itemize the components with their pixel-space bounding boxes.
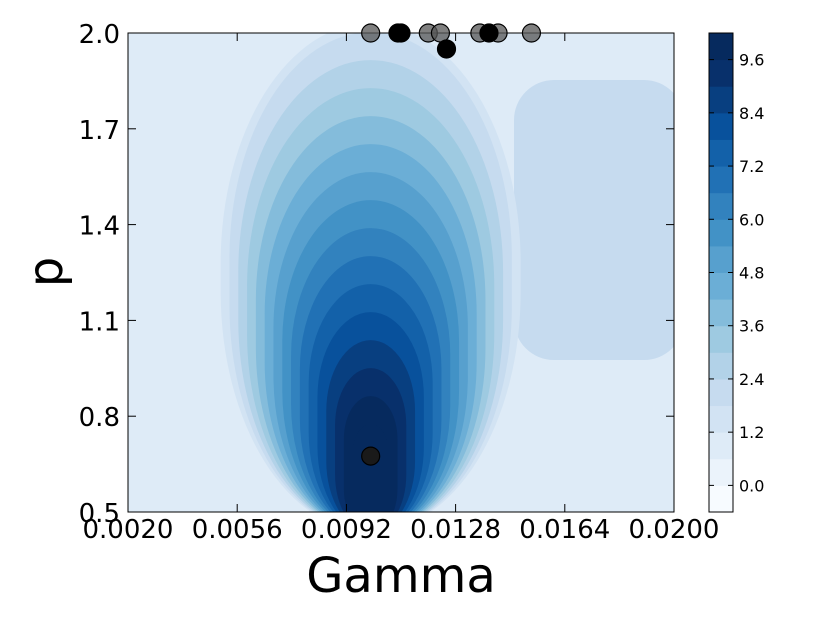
colorbar-segment (709, 272, 733, 300)
colorbar-segment (709, 325, 733, 353)
colorbar-segment (709, 432, 733, 460)
colorbar-segment (709, 139, 733, 167)
data-point (436, 39, 457, 59)
data-point (361, 446, 381, 466)
x-tick-label: 0.0020 (83, 515, 174, 545)
data-point (479, 23, 499, 43)
contour-level (514, 80, 674, 360)
colorbar-segment (709, 352, 733, 380)
y-tick-label: 1.1 (79, 307, 120, 337)
colorbar-tick-label: 2.4 (739, 370, 764, 389)
colorbar-segment (709, 166, 733, 194)
x-axis-label: Gamma (306, 548, 496, 604)
colorbar-segment (709, 378, 733, 407)
data-point (391, 23, 411, 43)
colorbar-segment (709, 405, 733, 433)
colorbar-tick-label: 9.6 (739, 51, 764, 70)
y-axis-label: p (18, 257, 74, 287)
y-tick-label: 0.8 (79, 403, 120, 433)
colorbar-tick-label: 8.4 (739, 104, 764, 123)
contour-level (352, 424, 389, 512)
y-tick-label: 1.4 (79, 212, 120, 242)
colorbar-tick-label: 1.2 (739, 423, 764, 442)
colorbar: 0.0 1.2 2.4 3.6 4.8 6.0 7.2 8.4 9.6 (708, 32, 764, 513)
contour-fill (220, 33, 674, 512)
colorbar-segment (709, 458, 733, 486)
data-point (521, 23, 542, 43)
colorbar-segment (709, 33, 733, 61)
x-tick-label: 0.0164 (519, 515, 610, 545)
colorbar-segment (709, 245, 733, 273)
colorbar-segment (709, 112, 733, 140)
data-points (361, 23, 542, 466)
x-tick-label: 0.0200 (629, 515, 720, 545)
colorbar-segment (709, 219, 733, 247)
x-tick-label: 0.0056 (192, 515, 283, 545)
colorbar-tick-label: 7.2 (739, 157, 764, 176)
colorbar-tick-label: 0.0 (739, 476, 764, 495)
colorbar-tick-label: 3.6 (739, 317, 764, 336)
x-tick-label: 0.0128 (410, 515, 501, 545)
y-tick-label: 0.5 (79, 499, 120, 529)
colorbar-segment (709, 59, 733, 87)
colorbar-segment (709, 299, 733, 327)
colorbar-tick-label: 4.8 (739, 264, 764, 283)
data-point (361, 23, 381, 43)
colorbar-segment (709, 485, 733, 513)
colorbar-tick-label: 6.0 (739, 210, 764, 229)
plot-area (128, 33, 674, 512)
x-axis-ticks: 0.0020 0.0056 0.0092 0.0128 0.0164 0.0200 (83, 33, 720, 545)
x-tick-label: 0.0092 (301, 515, 392, 545)
data-point (430, 23, 451, 43)
colorbar-segment (709, 192, 733, 220)
y-tick-label: 1.7 (79, 116, 120, 146)
colorbar-segment (709, 86, 733, 114)
y-tick-label: 2.0 (79, 20, 120, 50)
y-axis-ticks: 0.5 0.8 1.1 1.4 1.7 2.0 (79, 20, 674, 529)
